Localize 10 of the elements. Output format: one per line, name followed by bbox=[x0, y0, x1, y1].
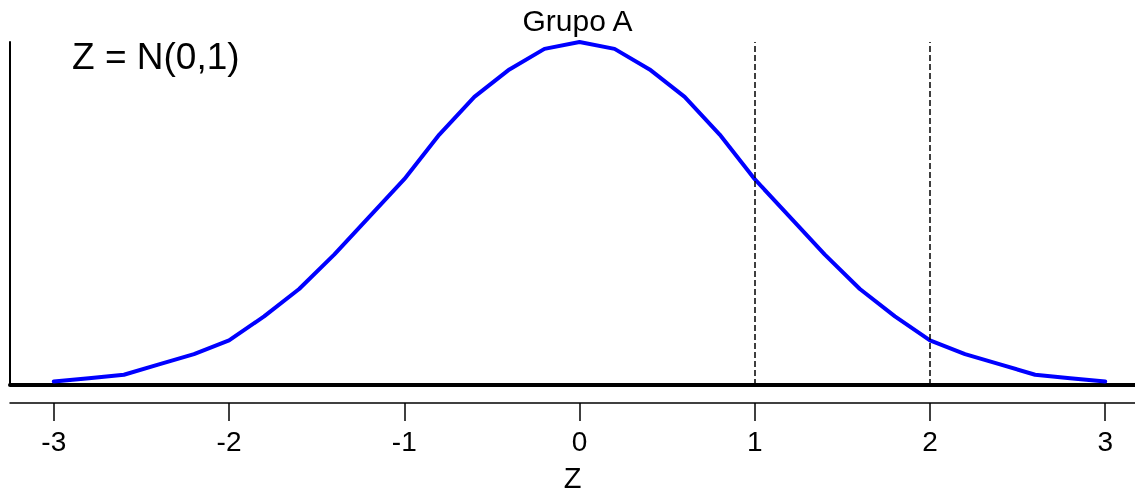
annotation: Z = N(0,1) bbox=[72, 36, 240, 77]
x-tick-label: 3 bbox=[1097, 425, 1113, 457]
x-tick-label: 2 bbox=[922, 425, 938, 457]
x-tick-label: -2 bbox=[216, 425, 242, 457]
x-tick-label: 1 bbox=[746, 425, 763, 457]
x-axis-title: Z bbox=[563, 461, 582, 494]
x-tick-label: -1 bbox=[391, 425, 417, 457]
chart-title: Grupo A bbox=[522, 3, 633, 37]
x-tick-label: -3 bbox=[41, 425, 67, 457]
x-tick-label: 0 bbox=[571, 425, 588, 457]
